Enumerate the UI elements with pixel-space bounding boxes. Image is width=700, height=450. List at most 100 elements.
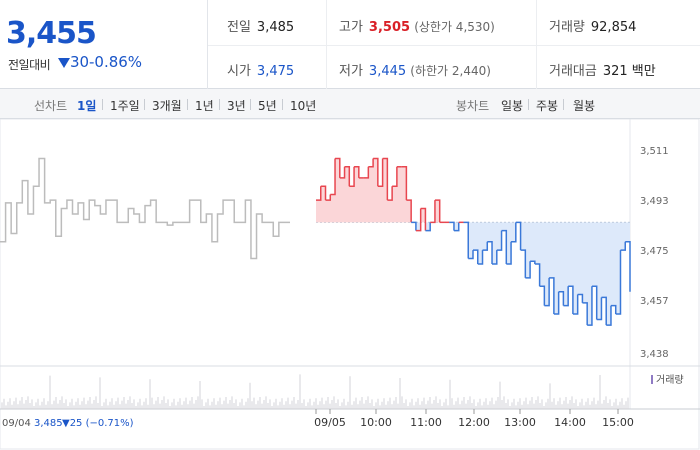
column-divider [326,0,327,89]
today-up-area [316,158,630,223]
today-line-segment [320,185,327,201]
today-line-segment [625,241,631,292]
x-tick-label: 14:00 [554,416,586,429]
stat-volume: 거래량 92,854 [549,20,637,35]
today-line-segment [563,286,569,307]
tab-monthly-candle[interactable]: 월봉 [573,99,596,113]
tab-1week[interactable]: 1주일 [110,99,140,113]
x-tick-label: 13:00 [504,416,536,429]
today-line-segment [425,222,431,232]
change-percent: -0.86% [89,53,143,71]
x-tick-label: 10:00 [360,416,392,429]
tab-1year[interactable]: 1년 [195,99,214,113]
today-line-segment [496,230,503,251]
today-line-segment [515,221,522,251]
tab-divider [250,99,251,110]
tab-weekly-candle[interactable]: 주봉 [536,99,559,113]
today-line-segment [335,157,341,178]
today-line-segment [606,305,612,326]
today-line-segment [544,277,550,307]
today-line-segment [511,222,517,243]
today-line-segment [325,194,332,201]
today-line-segment [344,166,351,187]
y-tick-label: 3,493 [640,196,669,207]
today-line-segment [525,261,531,279]
today-line-segment [363,166,370,179]
tab-divider [528,99,529,110]
volume-legend-label: 거래량 [656,374,684,386]
current-price: 3,455 [6,16,97,51]
today-line-segment [615,250,622,315]
stat-prev-close: 전일 3,485 [227,20,295,35]
today-line-segment [568,285,574,314]
today-line-segment [487,241,493,264]
x-tick-label: 09/05 [314,416,346,429]
candle-chart-label: 봉차트 [456,99,490,113]
today-line-segment [520,249,527,278]
volume-legend-swatch [651,375,653,384]
tab-10year[interactable]: 10년 [290,99,317,113]
today-line-segment [387,186,393,201]
tab-5year[interactable]: 5년 [258,99,277,113]
tab-divider [282,99,283,110]
change-value: 30 [70,53,90,71]
column-divider [536,0,537,89]
today-line-segment [463,221,469,259]
y-tick-label: 3,475 [640,246,669,257]
price-chart: 3,511 3,493 3,475 3,457 3,438 거래량 09/05 10:00 11… [0,119,700,450]
today-line-segment [477,250,484,265]
today-line-segment [382,157,389,201]
today-line-segment [468,250,474,260]
tab-3month[interactable]: 3개월 [152,99,182,113]
today-line-segment [558,291,565,306]
today-line-segment [473,249,479,264]
tab-divider [219,99,220,110]
today-line-segment [582,302,588,326]
today-line-segment [492,250,498,265]
x-tick-label: 12:00 [458,416,490,429]
today-line-segment [453,222,460,232]
prev-day-line [0,157,290,260]
today-line-segment [534,263,541,287]
today-line-segment [330,158,336,196]
today-line-segment [316,186,322,201]
today-line-segment [482,241,489,251]
today-line-segment [373,157,379,187]
line-chart-label: 선차트 [34,99,68,113]
chart-tab-bar: 선차트 1일 1주일 3개월 1년 3년 5년 10년 봉차트 일봉 주봉 월봉 [0,89,700,119]
today-line-segment [434,199,441,223]
prev-day-price: 3,485 [34,418,63,429]
today-line-segment [506,241,512,265]
tab-1day[interactable]: 1일 [77,99,97,113]
today-line-segment [411,221,417,231]
today-line-segment [430,200,436,224]
price-chart-svg: 3,511 3,493 3,475 3,457 3,438 거래량 09/05 10:00 11… [0,119,700,450]
today-line-segment [339,166,346,179]
today-line-segment [368,158,374,168]
tab-divider [563,99,564,110]
y-tick-label: 3,511 [640,146,669,157]
today-line-segment [349,166,355,187]
quote-summary: 3,455 전일대비 30 -0.86% 전일 3,485 고가 3,505 (상한… [0,0,700,89]
today-line-segment [392,166,398,187]
row-divider [208,45,700,46]
prev-day-change: ▼25 (−0.71%) [62,418,134,429]
prev-day-label: 09/04 [2,418,31,429]
y-tick-label: 3,438 [640,349,669,360]
today-line-segment [591,285,598,320]
today-line-segment [610,304,617,314]
y-tick-label: 3,457 [640,296,669,307]
today-line-segment [572,294,579,315]
chart-frame [0,119,700,450]
stat-high: 고가 3,505 (상한가 4,530) [339,20,495,35]
tab-daily-candle[interactable]: 일봉 [501,99,524,113]
tab-3year[interactable]: 3년 [227,99,246,113]
stat-trade-amount: 거래대금 321 백만 [549,64,656,79]
today-line-segment [401,166,408,201]
today-line-segment [354,166,360,178]
today-line-segment [501,229,508,264]
today-line-segment [539,285,546,306]
today-line-segment [601,296,607,326]
tab-divider [144,99,145,110]
today-line-segment [415,208,422,232]
